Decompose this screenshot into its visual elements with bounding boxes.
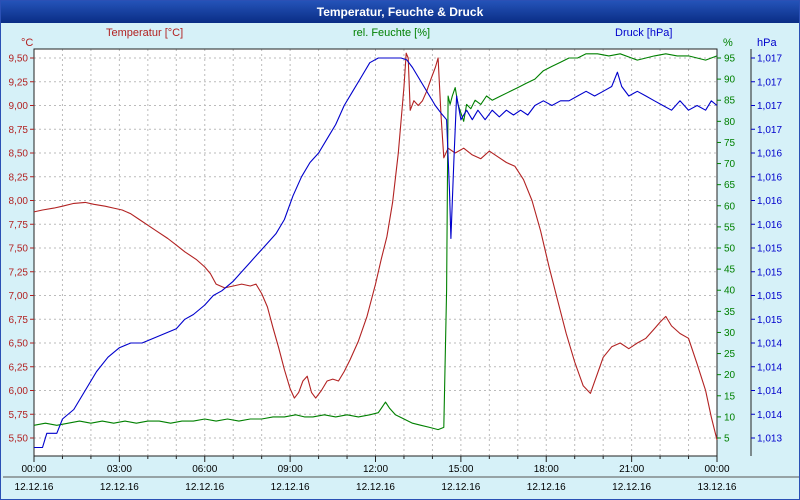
time-label: 18:00 [534,464,559,475]
humidity-tick-label: 20 [724,370,736,381]
pressure-axis-unit: hPa [757,37,777,49]
pressure-tick-label: 1,015 [757,244,782,255]
date-label: 12.12.16 [612,482,651,493]
time-label: 00:00 [21,464,46,475]
time-label: 06:00 [192,464,217,475]
humidity-tick-label: 55 [724,222,736,233]
time-label: 09:00 [278,464,303,475]
pressure-tick-label: 1,015 [757,315,782,326]
temperature-tick-label: 7,00 [9,291,29,302]
window-title: Temperatur, Feuchte & Druck [316,5,484,19]
pressure-series-line [34,57,718,449]
humidity-tick-label: 15 [724,391,736,402]
humidity-tick-label: 85 [724,96,736,107]
temperature-tick-label: 8,00 [9,196,29,207]
date-label: 12.12.16 [15,482,54,493]
humidity-tick-label: 30 [724,328,736,339]
time-label: 03:00 [107,464,132,475]
time-label: 21:00 [619,464,644,475]
time-label: 15:00 [448,464,473,475]
time-label: 00:00 [704,464,729,475]
temperature-tick-label: 6,00 [9,386,29,397]
pressure-tick-label: 1,014 [757,386,782,397]
humidity-tick-label: 10 [724,412,736,423]
humidity-tick-label: 90 [724,75,736,86]
pressure-tick-label: 1,016 [757,149,782,160]
humidity-tick-label: 60 [724,201,736,212]
pressure-tick-label: 1,014 [757,339,782,350]
pressure-tick-label: 1,016 [757,172,782,183]
temperature-tick-label: 7,50 [9,244,29,255]
pressure-tick-label: 1,016 [757,220,782,231]
temperature-tick-label: 8,50 [9,149,29,160]
humidity-tick-label: 80 [724,117,736,128]
temperature-tick-label: 5,50 [9,434,29,445]
pressure-tick-label: 1,017 [757,54,782,65]
humidity-tick-label: 40 [724,286,736,297]
date-label: 12.12.16 [527,482,566,493]
pressure-tick-label: 1,017 [757,101,782,112]
date-label: 12.12.16 [441,482,480,493]
temperature-tick-label: 9,50 [9,54,29,65]
pressure-tick-label: 1,017 [757,125,782,136]
pressure-tick-label: 1,013 [757,434,782,445]
humidity-series-line [33,53,718,431]
temperature-series-title: Temperatur [°C] [106,27,184,39]
date-label: 13.12.16 [698,482,737,493]
temperature-tick-label: 8,75 [9,125,29,136]
humidity-axis-unit: % [723,37,733,49]
humidity-tick-label: 45 [724,265,736,276]
humidity-tick-label: 50 [724,244,736,255]
temperature-axis-unit: °C [21,37,34,49]
humidity-series-title: rel. Feuchte [%] [353,27,431,39]
humidity-tick-label: 5 [724,434,730,445]
pressure-series-title: Druck [hPa] [615,27,673,39]
temperature-tick-label: 6,25 [9,362,29,373]
pressure-tick-label: 1,014 [757,410,782,421]
weather-chart: 9,50 9,25 9,00 8,75 8,50 8,25 8,00 7,75 7,50 7,25… [3,48,799,493]
date-label: 12.12.16 [271,482,310,493]
temperature-tick-label: 8,25 [9,172,29,183]
pressure-tick-label: 1,016 [757,196,782,207]
pressure-tick-label: 1,017 [757,77,782,88]
temperature-tick-label: 6,50 [9,339,29,350]
humidity-tick-label: 95 [724,54,736,65]
temperature-tick-label: 9,00 [9,101,29,112]
pressure-tick-label: 1,015 [757,267,782,278]
pressure-tick-label: 1,014 [757,362,782,373]
humidity-tick-label: 65 [724,180,736,191]
temperature-tick-label: 5,75 [9,410,29,421]
humidity-tick-label: 70 [724,159,736,170]
pressure-tick-label: 1,015 [757,291,782,302]
temperature-series-line [33,52,718,441]
humidity-tick-label: 75 [724,138,736,149]
window-titlebar: Temperatur, Feuchte & Druck [1,1,799,23]
plot-background [34,49,717,456]
date-label: 12.12.16 [100,482,139,493]
date-label: 12.12.16 [356,482,395,493]
temperature-tick-label: 7,75 [9,220,29,231]
temperature-tick-label: 9,25 [9,77,29,88]
date-label: 12.12.16 [185,482,224,493]
temperature-tick-label: 7,25 [9,267,29,278]
temperature-tick-label: 6,75 [9,315,29,326]
humidity-tick-label: 35 [724,307,736,318]
humidity-tick-label: 25 [724,349,736,360]
time-label: 12:00 [363,464,388,475]
